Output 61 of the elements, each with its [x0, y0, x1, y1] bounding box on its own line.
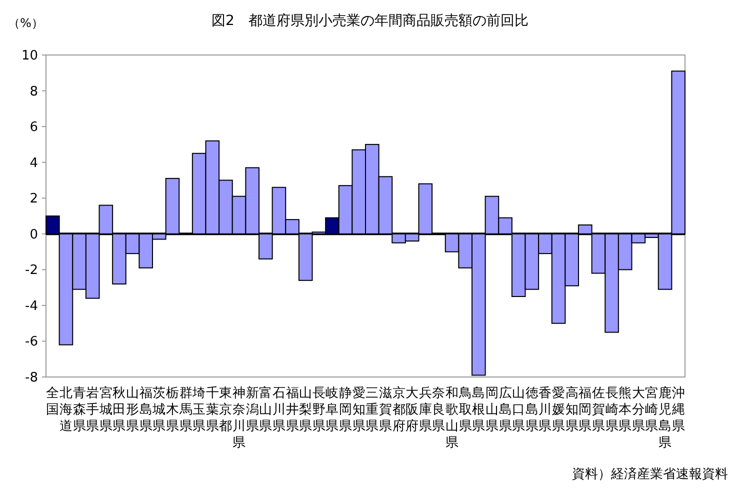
x-tick-label: 静岡県 — [339, 386, 352, 434]
x-tick-label: 佐賀県 — [592, 386, 605, 434]
x-tick-label: 宮崎県 — [645, 385, 658, 434]
y-tick-label: -2 — [25, 263, 38, 278]
x-tick-label: 富山県 — [259, 385, 272, 434]
x-tick-label: 奈良県 — [432, 386, 446, 434]
y-tick-label: 4 — [30, 156, 38, 171]
text: 資料）経済産業省速報資料 — [572, 466, 728, 482]
x-tick-label: 大阪府 — [406, 386, 419, 434]
x-tick-label: 愛知県 — [352, 386, 366, 434]
x-tick-label: 香川県 — [538, 386, 552, 434]
x-tick-label: 沖縄県 — [670, 386, 685, 434]
y-tick-label: 6 — [30, 120, 38, 136]
x-tick-label: 岡山県 — [485, 386, 498, 434]
x-tick-label: 石川県 — [272, 386, 286, 434]
x-tick-label: 福島県 — [139, 386, 152, 434]
y-tick-label: -8 — [25, 370, 38, 386]
x-tick-label: 岐阜県 — [326, 386, 339, 434]
x-tick-label: 千葉県 — [206, 386, 219, 434]
y-tick-label: 2 — [30, 192, 38, 207]
x-tick-label: 長崎県 — [605, 386, 618, 434]
x-tick-label: 宮城県 — [98, 385, 112, 434]
y-tick-label: 8 — [30, 84, 38, 100]
y-tick-label: -6 — [25, 334, 38, 350]
x-tick-label: 愛媛県 — [552, 386, 566, 434]
x-tick-label: 和歌山県 — [446, 386, 459, 450]
x-tick-label: 秋田県 — [112, 386, 126, 434]
x-tick-label: 青森県 — [72, 386, 86, 434]
x-tick-label: 兵庫県 — [418, 386, 432, 434]
x-tick-label: 三重県 — [366, 386, 379, 434]
x-tick-label: 滋賀県 — [378, 386, 392, 434]
x-tick-label: 京都府 — [392, 386, 406, 434]
x-tick-label: 徳島県 — [525, 386, 538, 434]
x-tick-label: 埼玉県 — [192, 386, 206, 434]
x-tick-label: 長野県 — [312, 386, 326, 434]
x-tick-label: 山形県 — [126, 386, 140, 434]
x-tick-label: 島根県 — [472, 386, 486, 434]
x-tick-label: 神奈川県 — [232, 386, 246, 450]
y-axis-title: （%） — [8, 16, 44, 30]
x-tick-label: 熊本県 — [618, 386, 632, 434]
x-tick-label: 山梨県 — [299, 386, 312, 434]
y-tick-label: -4 — [25, 298, 38, 314]
x-tick-label: 高知県 — [565, 385, 578, 434]
x-tick-label: 福岡県 — [578, 386, 592, 434]
x-tick-label: 鹿児島県 — [658, 386, 672, 450]
x-tick-label: 大分県 — [632, 386, 645, 434]
x-tick-label: 栃木県 — [166, 386, 179, 434]
x-tick-label: 群馬県 — [178, 386, 192, 434]
x-tick-label: 鳥取県 — [458, 386, 472, 434]
x-tick-label: 北海道 — [59, 386, 72, 434]
y-tick-label: 10 — [21, 48, 38, 64]
x-tick-label: 全国 — [46, 386, 60, 418]
x-tick-label: 新潟県 — [246, 386, 259, 434]
chart-title: 図2 都道府県別小売業の年間商品販売額の前回比 — [212, 13, 528, 29]
x-tick-label: 茨城県 — [152, 386, 166, 434]
x-tick-label: 岩手県 — [86, 386, 100, 434]
x-tick-label: 東京都 — [219, 386, 232, 434]
x-tick-label: 福井県 — [286, 386, 299, 434]
y-tick-label: 0 — [30, 227, 38, 242]
x-tick-label: 山口県 — [512, 386, 526, 434]
x-tick-label: 広島県 — [498, 385, 512, 434]
